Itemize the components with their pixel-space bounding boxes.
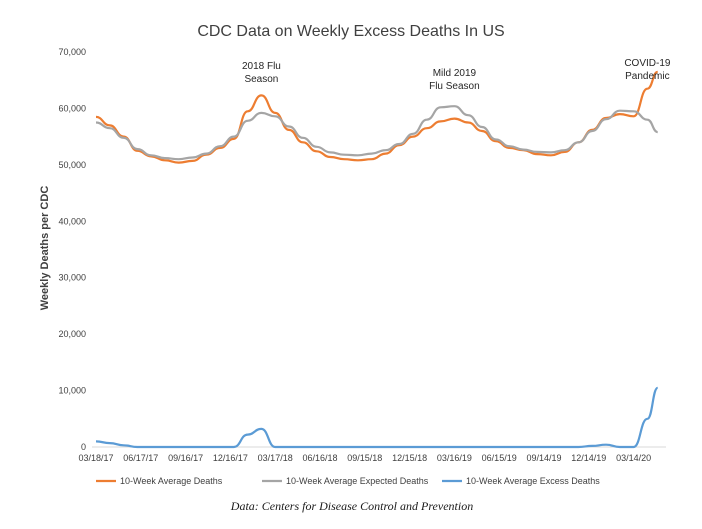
x-tick-label: 12/15/18	[392, 453, 427, 463]
y-tick-label: 20,000	[58, 329, 86, 339]
legend: 10-Week Average Deaths 10-Week Average Ex…	[96, 476, 600, 486]
source-note: Data: Centers for Disease Control and Pr…	[230, 499, 473, 513]
x-tick-label: 03/14/20	[616, 453, 651, 463]
x-tick-label: 12/16/17	[213, 453, 248, 463]
annotation-text: Season	[244, 74, 278, 85]
legend-label: 10-Week Average Deaths	[120, 476, 223, 486]
x-tick-label: 12/14/19	[571, 453, 606, 463]
x-tick-label: 09/14/19	[526, 453, 561, 463]
annotation-text: Mild 2019	[433, 68, 477, 79]
series-line-3	[95, 386, 659, 449]
legend-label: 10-Week Average Expected Deaths	[286, 476, 429, 486]
x-tick-label: 06/15/19	[482, 453, 517, 463]
y-tick-label: 10,000	[58, 386, 86, 396]
x-tick-label: 06/16/18	[302, 453, 337, 463]
y-tick-label: 50,000	[58, 160, 86, 170]
y-axis-label: Weekly Deaths per CDC	[39, 186, 51, 311]
annotations: 2018 Flu Season Mild 2019 Flu Season COVID-1…	[242, 58, 671, 92]
annotation-text: COVID-19	[624, 58, 671, 69]
chart-title: CDC Data on Weekly Excess Deaths In US	[197, 23, 504, 40]
y-tick-label: 70,000	[58, 47, 86, 57]
x-tick-label: 03/16/19	[437, 453, 472, 463]
y-axis: 0 10,000 20,000 30,000 40,000 50,000 60,000 70,…	[58, 47, 86, 452]
series-line-1	[95, 70, 659, 164]
x-tick-label: 03/17/18	[258, 453, 293, 463]
x-tick-label: 09/16/17	[168, 453, 203, 463]
y-tick-label: 0	[81, 442, 86, 452]
legend-label: 10-Week Average Excess Deaths	[466, 476, 600, 486]
series-line-2	[95, 105, 659, 161]
series-layer	[95, 70, 659, 449]
y-tick-label: 40,000	[58, 216, 86, 226]
y-tick-label: 60,000	[58, 103, 86, 113]
annotation-text: Flu Season	[429, 81, 480, 92]
x-tick-label: 06/17/17	[123, 453, 158, 463]
y-tick-label: 30,000	[58, 273, 86, 283]
x-axis: 03/18/17 06/17/17 09/16/17 12/16/17 03/17/18…	[78, 446, 666, 463]
annotation-text: Pandemic	[625, 71, 669, 82]
x-tick-label: 03/18/17	[78, 453, 113, 463]
x-tick-label: 09/15/18	[347, 453, 382, 463]
annotation-text: 2018 Flu	[242, 61, 281, 72]
